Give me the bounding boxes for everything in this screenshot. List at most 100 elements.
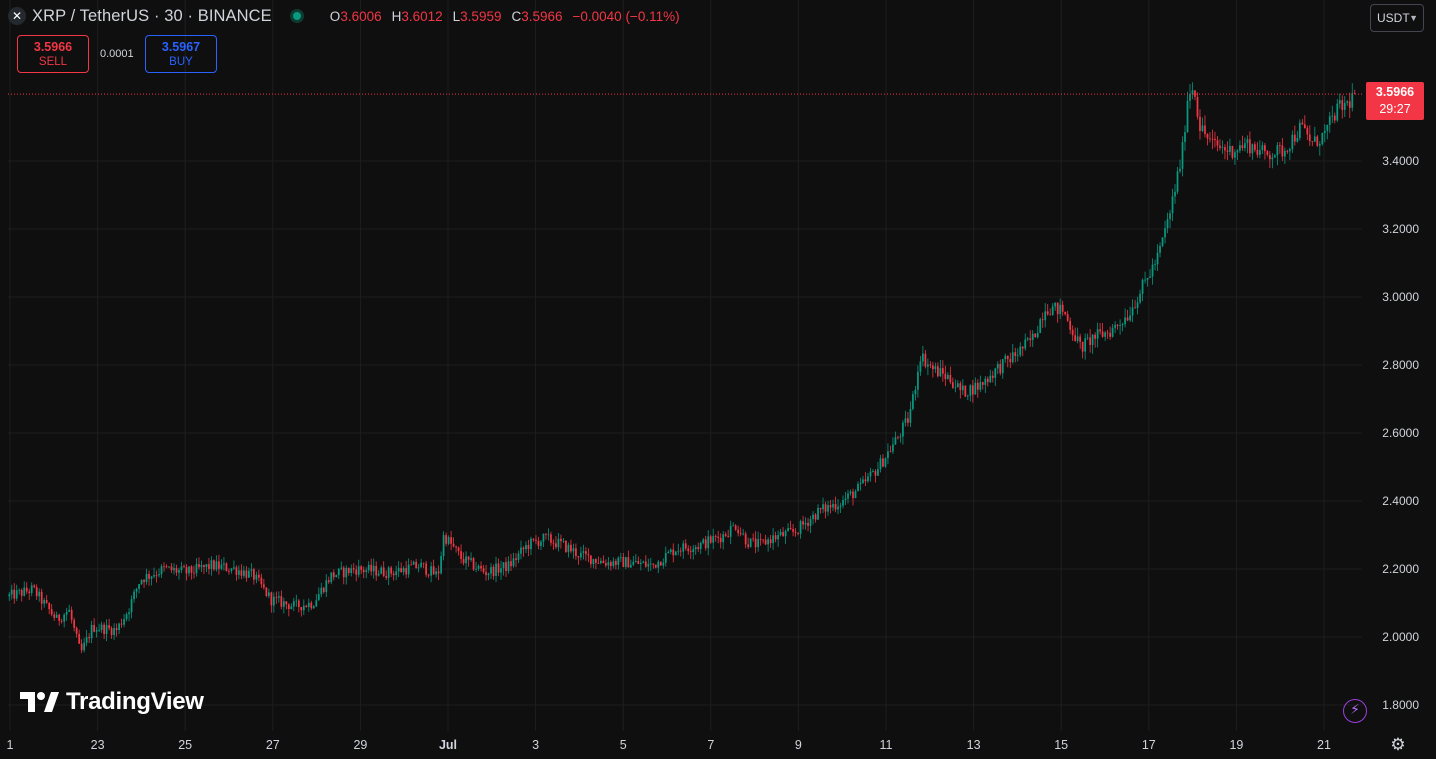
sell-price: 3.5966 <box>33 40 73 54</box>
time-tick-label: 7 <box>707 738 714 752</box>
candle-body <box>1318 144 1321 146</box>
candle-body <box>225 563 228 571</box>
candle-body <box>677 550 680 552</box>
candle-body <box>742 533 745 535</box>
market-open-status-icon[interactable] <box>289 9 304 23</box>
candle-body <box>1129 315 1131 321</box>
candle-body <box>1204 125 1206 135</box>
candle-body <box>317 594 320 601</box>
candle-body <box>180 566 183 571</box>
candle-series <box>8 82 1356 654</box>
candle-body <box>565 540 567 552</box>
candle-body <box>230 568 233 572</box>
candle-body <box>457 547 460 552</box>
candle-body <box>1264 145 1266 152</box>
chart-header: ✕ XRP / TetherUS · 30 · BINANCE O3.6006 … <box>8 5 680 27</box>
candle-body <box>340 567 343 569</box>
candle-body <box>1353 93 1356 95</box>
candle-body <box>719 537 722 543</box>
candle-body <box>1276 145 1279 156</box>
candle-body <box>1328 116 1331 125</box>
candle-body <box>1141 279 1144 294</box>
candle-body <box>996 364 999 369</box>
tradingview-logo[interactable]: TradingView <box>20 688 204 716</box>
candle-body <box>1224 147 1226 151</box>
candle-body <box>1293 134 1296 142</box>
candle-body <box>944 373 947 379</box>
candle-body <box>297 600 300 608</box>
candle-body <box>1261 145 1264 151</box>
time-tick-label: 17 <box>1142 738 1156 752</box>
candle-body <box>634 560 637 562</box>
candle-body <box>854 491 857 499</box>
candle-body <box>307 602 310 607</box>
candle-body <box>904 418 907 423</box>
candle-body <box>971 385 974 395</box>
candle-body <box>10 589 13 595</box>
candle-body <box>609 562 612 567</box>
candle-body <box>70 609 73 620</box>
candle-body <box>922 353 924 362</box>
candle-body <box>752 538 755 540</box>
candle-body <box>1094 334 1097 339</box>
candle-body <box>1266 151 1269 155</box>
candle-body <box>105 625 108 634</box>
candle-body <box>282 601 285 607</box>
candle-body <box>981 382 984 385</box>
candle-body <box>582 551 585 553</box>
candle-body <box>100 624 103 630</box>
candle-body <box>884 458 887 467</box>
candle-body <box>407 564 410 575</box>
candle-body <box>969 385 972 396</box>
candle-body <box>834 504 837 510</box>
candle-body <box>38 591 41 597</box>
candle-body <box>365 570 368 573</box>
candle-body <box>1049 314 1052 316</box>
candle-body <box>510 561 512 567</box>
candle-body <box>165 566 168 568</box>
candle-body <box>1144 279 1146 281</box>
buy-button[interactable]: 3.5967 BUY <box>145 35 217 73</box>
gear-icon[interactable]: ⚙ <box>1390 735 1406 755</box>
candle-body <box>764 539 767 545</box>
candle-body <box>999 364 1002 374</box>
candle-body <box>158 574 160 576</box>
symbol-title[interactable]: XRP / TetherUS · 30 · BINANCE <box>32 6 272 25</box>
candle-body <box>300 607 303 611</box>
candle-body <box>907 418 909 423</box>
candle-body <box>270 592 273 606</box>
bolt-icon[interactable]: ⚡ <box>1343 699 1367 723</box>
candle-body <box>33 585 36 588</box>
candle-body <box>1156 252 1159 265</box>
candle-body <box>1044 311 1047 321</box>
sell-button[interactable]: 3.5966 SELL <box>17 35 89 73</box>
candle-body <box>877 469 879 476</box>
candle-body <box>624 557 627 567</box>
candle-body <box>1199 116 1201 131</box>
candle-body <box>435 571 437 575</box>
time-tick-label: 27 <box>266 738 280 752</box>
candle-body <box>360 566 363 570</box>
candle-body <box>575 548 577 557</box>
candle-body <box>694 547 697 550</box>
candle-body <box>862 479 864 484</box>
candle-body <box>88 637 91 639</box>
candle-body <box>1161 237 1164 246</box>
candle-body <box>337 568 340 576</box>
price-tick-label: 2.0000 <box>1382 630 1419 644</box>
close-value: 3.5966 <box>521 8 563 24</box>
candle-body <box>729 525 732 537</box>
candle-body <box>902 422 904 437</box>
candle-body <box>377 573 380 576</box>
candle-body <box>265 587 268 596</box>
candle-body <box>1259 150 1261 155</box>
candle-body <box>85 637 88 643</box>
candle-body <box>45 600 48 603</box>
time-tick-label: 13 <box>967 738 981 752</box>
currency-dropdown[interactable]: USDT ▼ <box>1370 4 1424 32</box>
candle-body <box>849 491 852 494</box>
candle-body <box>542 533 545 542</box>
candle-body <box>1239 145 1241 151</box>
